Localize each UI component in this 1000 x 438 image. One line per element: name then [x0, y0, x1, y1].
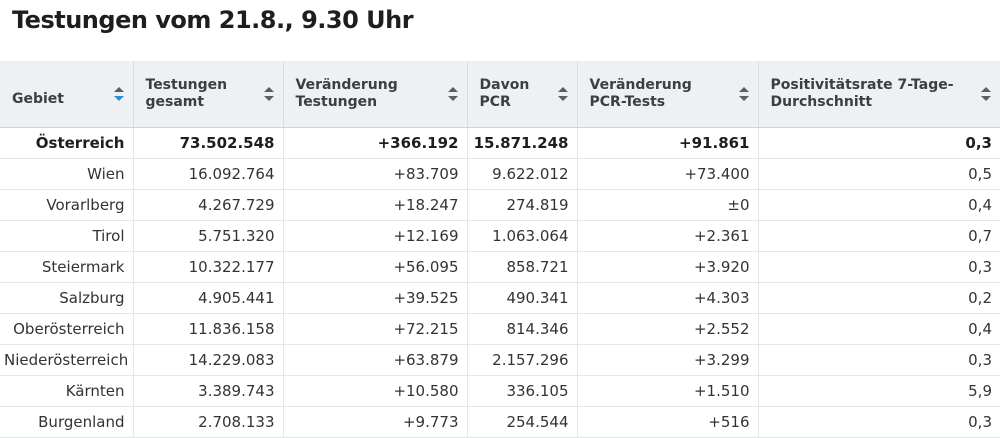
- page-title: Testungen vom 21.8., 9.30 Uhr: [12, 6, 414, 34]
- cell-veraenderung-pcr: +3.299: [577, 344, 759, 376]
- cell-pcr: 336.105: [467, 375, 578, 407]
- cell-pcr: 814.346: [467, 313, 578, 345]
- cell-veraenderung: +72.215: [283, 313, 468, 345]
- table-row: Steiermark 10.322.177 +56.095 858.721 +3…: [0, 251, 1000, 283]
- cell-positivitaet: 0,7: [758, 220, 1000, 252]
- cell-gebiet: Steiermark: [0, 251, 134, 283]
- column-header-veraenderung[interactable]: Veränderung Testungen: [283, 61, 468, 128]
- sort-active-icon[interactable]: [113, 86, 125, 102]
- cell-gebiet: Vorarlberg: [0, 189, 134, 221]
- cell-veraenderung: +10.580: [283, 375, 468, 407]
- sort-icon[interactable]: [980, 86, 992, 102]
- cell-pcr: 1.063.064: [467, 220, 578, 252]
- testungen-table: Gebiet Testungen gesamt Veränderung Test…: [0, 61, 1000, 438]
- cell-positivitaet: 0,2: [758, 282, 1000, 314]
- cell-testungen: 11.836.158: [133, 313, 284, 345]
- cell-gebiet: Burgenland: [0, 406, 134, 438]
- column-header-label: Veränderung Testungen: [295, 76, 398, 110]
- cell-pcr: 9.622.012: [467, 158, 578, 190]
- table-row: Wien 16.092.764 +83.709 9.622.012 +73.40…: [0, 158, 1000, 190]
- table-row: Kärnten 3.389.743 +10.580 336.105 +1.510…: [0, 375, 1000, 407]
- cell-pcr: 274.819: [467, 189, 578, 221]
- cell-veraenderung-pcr: ±0: [577, 189, 759, 221]
- cell-gebiet: Wien: [0, 158, 134, 190]
- column-header-label: Testungen gesamt: [145, 76, 228, 110]
- column-header-positivitaet[interactable]: Positivitätsrate 7-Tage-Durchschnitt: [758, 61, 1000, 128]
- column-header-label: Davon PCR: [479, 76, 530, 110]
- cell-pcr: 858.721: [467, 251, 578, 283]
- column-header-label: Positivitätsrate 7-Tage-Durchschnitt: [770, 76, 954, 110]
- column-header-testungen[interactable]: Testungen gesamt: [133, 61, 284, 128]
- cell-veraenderung-pcr: +516: [577, 406, 759, 438]
- cell-positivitaet: 0,5: [758, 158, 1000, 190]
- sort-icon[interactable]: [738, 86, 750, 102]
- cell-positivitaet: 0,3: [758, 406, 1000, 438]
- sort-icon[interactable]: [447, 86, 459, 102]
- cell-positivitaet: 0,3: [758, 344, 1000, 376]
- column-header-veraenderung-pcr[interactable]: Veränderung PCR-Tests: [577, 61, 759, 128]
- cell-veraenderung: +366.192: [283, 127, 468, 159]
- cell-testungen: 14.229.083: [133, 344, 284, 376]
- cell-positivitaet: 5,9: [758, 375, 1000, 407]
- cell-veraenderung: +56.095: [283, 251, 468, 283]
- cell-veraenderung-pcr: +2.552: [577, 313, 759, 345]
- cell-testungen: 4.267.729: [133, 189, 284, 221]
- cell-veraenderung: +39.525: [283, 282, 468, 314]
- cell-veraenderung: +83.709: [283, 158, 468, 190]
- cell-positivitaet: 0,3: [758, 127, 1000, 159]
- column-header-label: Gebiet: [12, 91, 64, 108]
- cell-testungen: 4.905.441: [133, 282, 284, 314]
- column-header-pcr[interactable]: Davon PCR: [467, 61, 578, 128]
- cell-veraenderung: +12.169: [283, 220, 468, 252]
- cell-gebiet: Oberösterreich: [0, 313, 134, 345]
- cell-testungen: 10.322.177: [133, 251, 284, 283]
- title-bar: Testungen vom 21.8., 9.30 Uhr: [0, 0, 1000, 60]
- table-row: Niederösterreich 14.229.083 +63.879 2.15…: [0, 344, 1000, 376]
- column-header-label: Veränderung PCR-Tests: [589, 76, 692, 110]
- cell-testungen: 73.502.548: [133, 127, 284, 159]
- cell-pcr: 490.341: [467, 282, 578, 314]
- table-row: Vorarlberg 4.267.729 +18.247 274.819 ±0 …: [0, 189, 1000, 221]
- cell-gebiet: Kärnten: [0, 375, 134, 407]
- table-row: Tirol 5.751.320 +12.169 1.063.064 +2.361…: [0, 220, 1000, 252]
- cell-veraenderung: +9.773: [283, 406, 468, 438]
- cell-testungen: 3.389.743: [133, 375, 284, 407]
- table-row: Salzburg 4.905.441 +39.525 490.341 +4.30…: [0, 282, 1000, 314]
- cell-veraenderung: +63.879: [283, 344, 468, 376]
- cell-veraenderung-pcr: +3.920: [577, 251, 759, 283]
- table-row-total: Österreich 73.502.548 +366.192 15.871.24…: [0, 127, 1000, 159]
- cell-positivitaet: 0,4: [758, 189, 1000, 221]
- cell-veraenderung-pcr: +1.510: [577, 375, 759, 407]
- cell-veraenderung-pcr: +4.303: [577, 282, 759, 314]
- cell-gebiet: Salzburg: [0, 282, 134, 314]
- cell-pcr: 15.871.248: [467, 127, 578, 159]
- cell-veraenderung-pcr: +91.861: [577, 127, 759, 159]
- cell-gebiet: Niederösterreich: [0, 344, 134, 376]
- table-row: Oberösterreich 11.836.158 +72.215 814.34…: [0, 313, 1000, 345]
- sort-icon[interactable]: [557, 86, 569, 102]
- cell-veraenderung-pcr: +73.400: [577, 158, 759, 190]
- cell-testungen: 16.092.764: [133, 158, 284, 190]
- cell-veraenderung: +18.247: [283, 189, 468, 221]
- cell-gebiet: Tirol: [0, 220, 134, 252]
- cell-positivitaet: 0,4: [758, 313, 1000, 345]
- cell-testungen: 5.751.320: [133, 220, 284, 252]
- sort-icon[interactable]: [263, 86, 275, 102]
- column-header-gebiet[interactable]: Gebiet: [0, 61, 134, 128]
- table-row: Burgenland 2.708.133 +9.773 254.544 +516…: [0, 406, 1000, 438]
- cell-pcr: 254.544: [467, 406, 578, 438]
- cell-testungen: 2.708.133: [133, 406, 284, 438]
- cell-veraenderung-pcr: +2.361: [577, 220, 759, 252]
- cell-positivitaet: 0,3: [758, 251, 1000, 283]
- cell-gebiet: Österreich: [0, 127, 134, 159]
- table-header-row: Gebiet Testungen gesamt Veränderung Test…: [0, 61, 1000, 128]
- cell-pcr: 2.157.296: [467, 344, 578, 376]
